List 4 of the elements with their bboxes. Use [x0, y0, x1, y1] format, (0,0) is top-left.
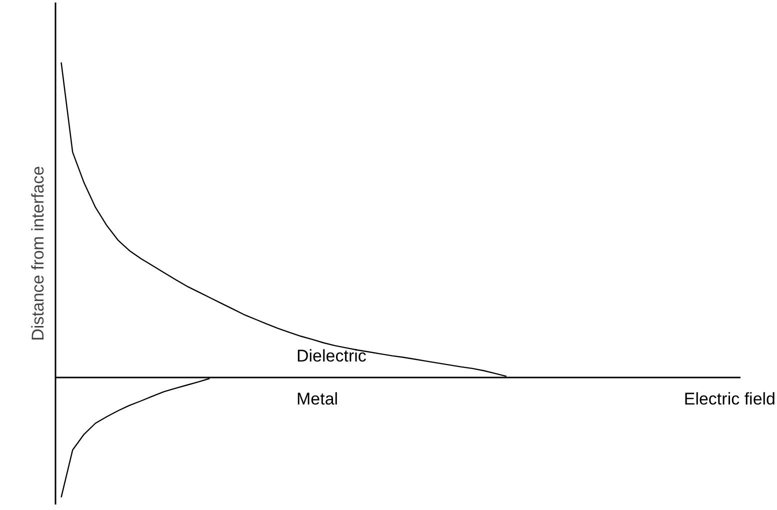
annotation: Metal [296, 390, 338, 409]
x-axis-title: Electric field [684, 390, 776, 409]
annotation: Dielectric [296, 346, 367, 366]
y-axis-title: Distance from interface [28, 166, 48, 341]
